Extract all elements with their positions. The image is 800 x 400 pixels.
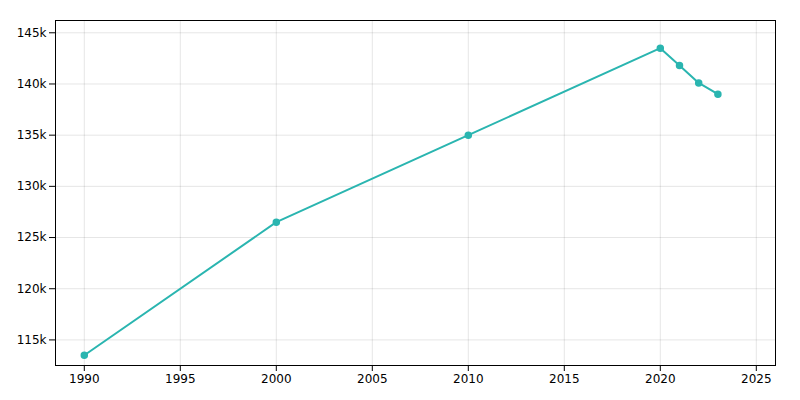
- svg-text:120k: 120k: [17, 282, 47, 296]
- svg-text:1990: 1990: [69, 372, 100, 386]
- svg-text:140k: 140k: [17, 77, 47, 91]
- svg-text:2000: 2000: [261, 372, 292, 386]
- svg-text:135k: 135k: [17, 128, 47, 142]
- svg-text:125k: 125k: [17, 230, 47, 244]
- svg-text:2025: 2025: [741, 372, 772, 386]
- svg-text:2010: 2010: [453, 372, 484, 386]
- svg-text:2015: 2015: [549, 372, 580, 386]
- svg-text:2005: 2005: [357, 372, 388, 386]
- svg-text:2020: 2020: [645, 372, 676, 386]
- svg-text:115k: 115k: [17, 333, 47, 347]
- svg-text:1995: 1995: [165, 372, 196, 386]
- svg-text:130k: 130k: [17, 179, 47, 193]
- svg-text:145k: 145k: [17, 26, 47, 40]
